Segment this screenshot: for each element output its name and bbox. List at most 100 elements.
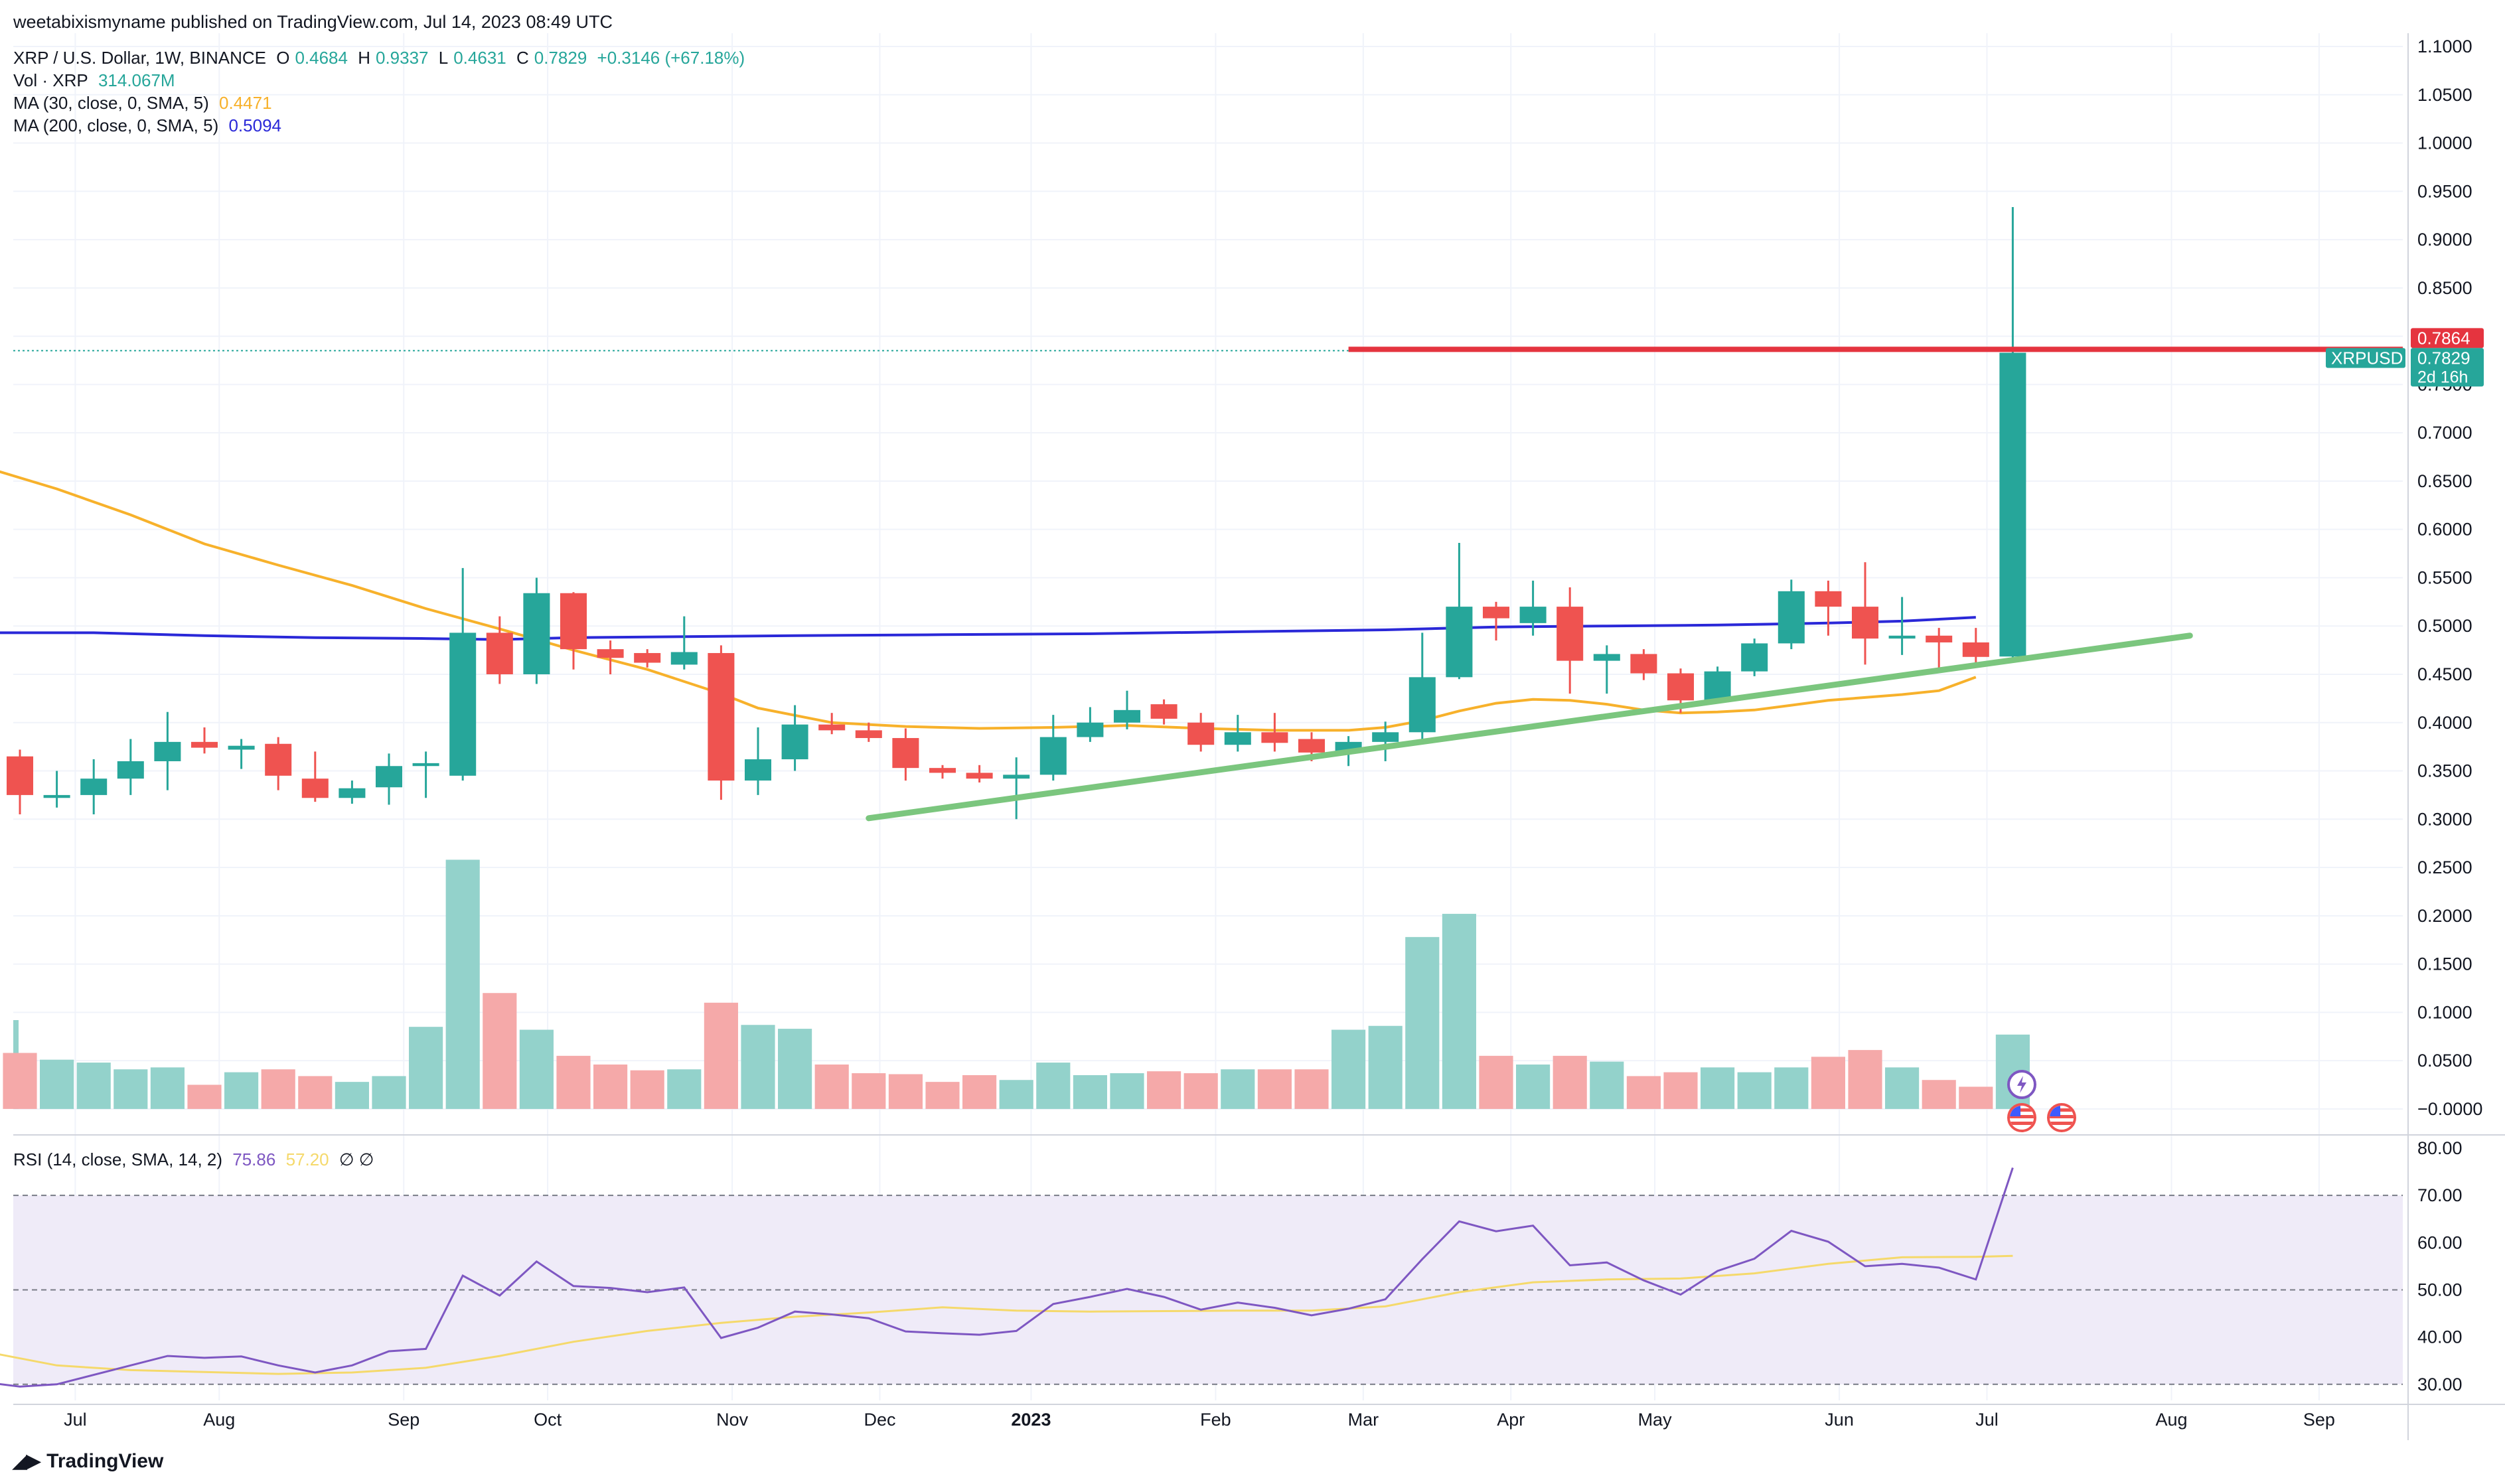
symbol-legend: XRP / U.S. Dollar, 1W, BINANCE O 0.4684 H…	[13, 48, 745, 68]
candle-body	[708, 652, 735, 781]
candle-body	[1741, 643, 1768, 672]
volume-bar	[667, 1069, 702, 1109]
candle	[1519, 580, 1547, 636]
rsi-tick-label: 30.00	[2417, 1374, 2463, 1394]
price-tick-label: 0.1500	[2417, 954, 2472, 974]
tradingview-brand[interactable]: ◢▶ TradingView	[12, 1449, 163, 1473]
volume-bar	[1368, 1025, 1403, 1109]
volume-legend[interactable]: Vol · XRP 314.067M	[13, 70, 181, 91]
candle-body	[1888, 635, 1916, 639]
candle-body	[1224, 732, 1251, 745]
candle	[449, 567, 477, 781]
rsi-tick-label: 60.00	[2417, 1232, 2463, 1252]
candle-body	[190, 741, 218, 748]
ma200-legend[interactable]: MA (200, close, 0, SMA, 5) 0.5094	[13, 115, 287, 136]
candle	[1003, 757, 1030, 820]
rsi-ma-line	[0, 1254, 2013, 1375]
change-value: +0.3146 (+67.18%)	[597, 48, 745, 68]
candle-body	[1815, 591, 1842, 607]
candle-body	[301, 779, 329, 798]
time-tick-label: Apr	[1497, 1410, 1525, 1430]
candlesticks[interactable]	[6, 207, 2026, 820]
candle-body	[1519, 607, 1547, 623]
ma200-label: MA (200, close, 0, SMA, 5)	[13, 115, 219, 135]
volume-bar	[1183, 1073, 1218, 1109]
price-tick-label: 1.0000	[2417, 133, 2472, 153]
candle-body	[1999, 352, 2026, 657]
candle	[1926, 628, 1953, 671]
ma30-label: MA (30, close, 0, SMA, 5)	[13, 93, 209, 113]
volume-bar	[925, 1082, 960, 1109]
candle	[301, 751, 329, 802]
candle	[634, 649, 661, 668]
ma30-legend[interactable]: MA (30, close, 0, SMA, 5) 0.4471	[13, 93, 277, 113]
candle-body	[1003, 775, 1030, 779]
rsi-label: RSI (14, close, SMA, 14, 2)	[13, 1150, 223, 1169]
time-tick-label: May	[1638, 1410, 1673, 1430]
rsi-tick-label: 40.00	[2417, 1327, 2463, 1347]
candle-body	[1150, 704, 1177, 719]
volume-bar	[187, 1084, 222, 1109]
volume-bar	[556, 1055, 591, 1109]
volume-bar	[3, 1053, 37, 1109]
volume-bar	[1553, 1055, 1587, 1109]
time-tick-label: Aug	[2155, 1410, 2187, 1430]
volume-bar	[1147, 1071, 1181, 1109]
candle-body	[1261, 732, 1288, 743]
resistance-price-text: 0.7864	[2417, 328, 2470, 348]
rsi-legend[interactable]: RSI (14, close, SMA, 14, 2) 75.86 57.20 …	[13, 1150, 379, 1170]
volume-bar	[1811, 1057, 1845, 1109]
volume-label: Vol · XRP	[13, 70, 88, 90]
us-flag-event-icon[interactable]	[2007, 1103, 2036, 1132]
candle	[670, 616, 698, 670]
volume-bar	[335, 1082, 369, 1109]
volume-bar	[1701, 1067, 1735, 1109]
candle-body	[375, 766, 403, 788]
volume-bar	[1663, 1072, 1698, 1109]
volume-bar	[999, 1080, 1033, 1109]
candle	[6, 749, 34, 815]
close-value: 0.7829	[534, 48, 587, 68]
candle-body	[228, 745, 255, 750]
volume-bar	[40, 1059, 74, 1109]
volume-bar	[1036, 1063, 1071, 1109]
price-tick-label: 0.2500	[2417, 857, 2472, 877]
volume-bar	[298, 1076, 333, 1109]
candle	[1704, 666, 1731, 704]
volume-bars	[3, 859, 2030, 1109]
volume-bar	[1737, 1072, 1772, 1109]
candle	[1150, 699, 1177, 725]
candle-body	[781, 724, 808, 760]
candle-body	[1446, 607, 1473, 678]
resistance-price-tag	[2411, 328, 2484, 348]
price-tick-label: 0.1000	[2417, 1002, 2472, 1022]
candle	[1815, 580, 1842, 636]
volume-bar	[1922, 1080, 1956, 1109]
last-price-text: 0.7829	[2417, 348, 2470, 368]
candle	[892, 728, 919, 781]
support-trendline	[866, 632, 2193, 822]
candle	[43, 771, 70, 808]
price-tick-label: 0.4000	[2417, 713, 2472, 733]
event-flash-icon[interactable]	[2007, 1070, 2036, 1099]
candle-body	[929, 768, 956, 773]
candle-body	[1667, 673, 1695, 701]
volume-bar	[1257, 1069, 1292, 1109]
rsi-tick-label: 80.00	[2417, 1138, 2463, 1158]
candle-body	[412, 763, 439, 767]
price-tick-label: 0.9000	[2417, 230, 2472, 250]
candle	[1261, 713, 1288, 752]
candle-body	[1113, 709, 1141, 723]
us-flag-event-icon-2[interactable]	[2047, 1103, 2076, 1132]
candle	[1630, 649, 1657, 680]
price-tick-label: 0.4500	[2417, 664, 2472, 684]
candle-body	[449, 632, 477, 776]
volume-bar	[261, 1069, 295, 1109]
candle-body	[80, 779, 108, 795]
volume-bar	[1590, 1061, 1624, 1109]
candle-body	[1778, 591, 1805, 644]
symbol-title[interactable]: XRP / U.S. Dollar, 1W, BINANCE	[13, 48, 266, 68]
candle-body	[154, 741, 181, 761]
ma30-value: 0.4471	[219, 93, 272, 113]
candle-body	[117, 761, 144, 779]
